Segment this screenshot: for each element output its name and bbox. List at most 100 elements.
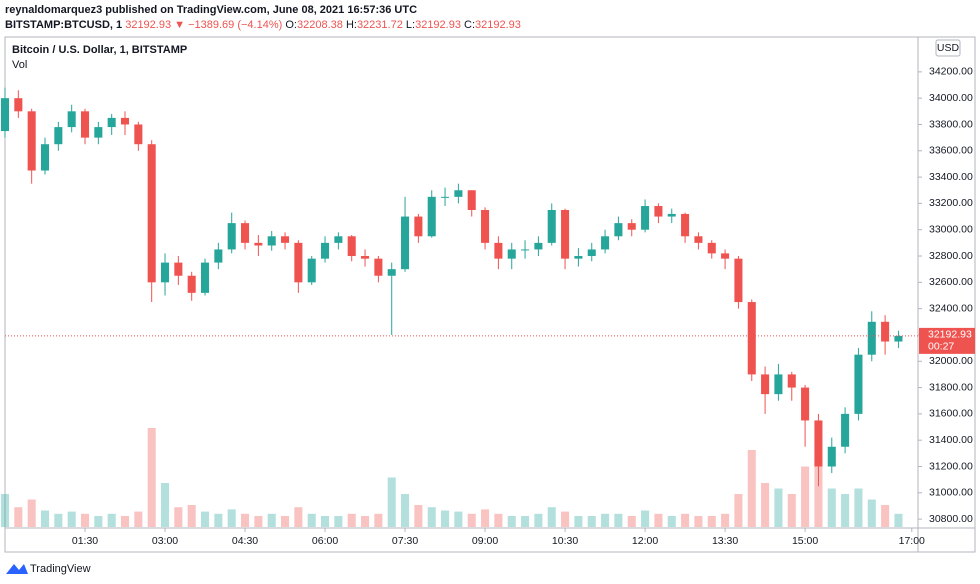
candle-body [681, 213, 690, 237]
candle-body [321, 242, 330, 259]
candle-body [401, 216, 410, 270]
volume-bar [414, 505, 423, 527]
candle-body [147, 144, 156, 283]
candle-body [307, 258, 316, 283]
candle-body [40, 144, 50, 171]
symbol: BITSTAMP:BTCUSD, 1 [5, 19, 122, 31]
volume-bar [827, 488, 836, 527]
y-tick-label: 34200.00 [929, 66, 973, 78]
volume-bar [254, 516, 263, 527]
volume-bar [27, 499, 36, 527]
currency-box[interactable] [935, 39, 961, 57]
candle-body [227, 223, 236, 250]
volume-bar [721, 513, 730, 527]
x-tick-label: 04:30 [232, 535, 258, 547]
candle-body [481, 209, 490, 243]
candle-body [827, 446, 836, 467]
volume-layer [0, 428, 903, 527]
candle-body [374, 258, 383, 276]
currency: USD [937, 42, 960, 54]
volume-bar [494, 513, 503, 527]
candle-body [254, 242, 263, 246]
candle-body [267, 236, 276, 246]
volume-bar [641, 510, 650, 527]
volume-bar [334, 516, 343, 527]
y-tick-label: 32400.00 [929, 302, 973, 314]
x-tick-label: 09:00 [472, 535, 498, 547]
candle-body [174, 262, 183, 276]
volume-bar [107, 513, 116, 527]
candle-body [134, 124, 143, 145]
axis-layer: 30800.00 31000.00 31200.00 31400.00 31600.00… [5, 66, 975, 547]
volume-bar [227, 509, 236, 527]
volume-bar [574, 516, 583, 527]
volume-bar [694, 516, 703, 527]
candle-body [534, 242, 543, 250]
volume-bar [67, 511, 76, 527]
candle-body [427, 196, 436, 237]
candle-body [734, 258, 743, 303]
volume-bar [854, 488, 863, 527]
x-tick-label: 17:00 [899, 535, 925, 547]
volume-bar [587, 516, 596, 527]
volume-bar [14, 507, 23, 527]
x-tick-label: 01:30 [72, 535, 98, 547]
x-tick-label: 12:00 [632, 535, 658, 547]
volume-bar [347, 513, 356, 527]
candle-body [54, 127, 63, 145]
volume-bar [814, 461, 823, 527]
candle-body [294, 242, 303, 283]
volume-bar [174, 507, 183, 527]
candle-body [561, 209, 570, 259]
y-tick-label: 32800.00 [929, 250, 973, 262]
x-tick-label: 15:00 [792, 535, 818, 547]
volume-bar [307, 513, 316, 527]
x-tick-label: 13:30 [712, 535, 738, 547]
last-price-label: 32192.93 [928, 329, 972, 341]
candle-body [160, 262, 170, 283]
c-value: 32192.93 [475, 19, 521, 31]
volume-bar [294, 507, 303, 527]
volume-bar [841, 494, 850, 527]
candle-body [67, 111, 76, 128]
volume-bar [120, 516, 130, 527]
candle-body [894, 335, 903, 342]
symbol-line: BITSTAMP:BTCUSD, 1 32192.93 ▼ −1389.69 (… [5, 19, 521, 31]
volume-bar [734, 494, 743, 527]
volume-bar [427, 507, 436, 527]
candle-body [387, 269, 396, 276]
y-tick-label: 33200.00 [929, 197, 973, 209]
candle-body [120, 117, 130, 125]
volume-bar [200, 511, 210, 527]
volume-bar [547, 507, 556, 527]
candle-body [361, 256, 370, 259]
y-tick-label: 31200.00 [929, 460, 973, 472]
frame [4, 36, 976, 553]
volume-bar [80, 513, 90, 527]
volume-label: Vol [12, 59, 27, 71]
x-tick-label: 07:30 [392, 535, 418, 547]
candle-body [521, 249, 530, 251]
countdown: 00:27 [928, 341, 954, 353]
x-tick-label: 10:30 [552, 535, 578, 547]
o-label: O: [285, 19, 297, 31]
candle-body [601, 236, 610, 250]
y-tick-label: 33000.00 [929, 223, 973, 235]
brand-icon [6, 564, 28, 574]
candle-body [414, 216, 423, 237]
candle-body [94, 127, 103, 138]
candle-body [654, 206, 663, 217]
brand-logo: TradingView [6, 563, 91, 575]
candle-body [80, 111, 90, 138]
volume-bar [0, 494, 10, 527]
candle-layer [0, 87, 903, 487]
candle-body [881, 321, 890, 342]
l-value: 32192.93 [415, 19, 461, 31]
candle-body [614, 223, 623, 237]
volume-bar [187, 505, 196, 527]
volume-bar [374, 513, 383, 527]
candle-body [467, 190, 476, 210]
volume-bar [667, 516, 676, 527]
last-header: 32192.93 [125, 19, 171, 31]
